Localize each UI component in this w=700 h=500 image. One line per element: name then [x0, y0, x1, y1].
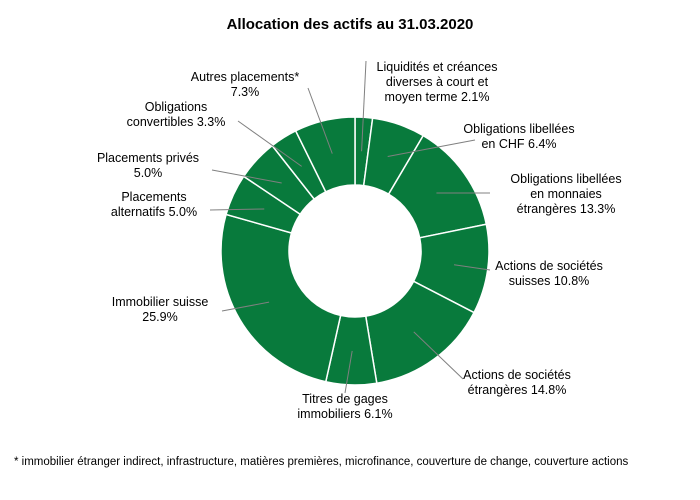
- slice-label-line: moyen terme 2.1%: [385, 90, 490, 104]
- slice-label-line: en CHF 6.4%: [481, 137, 556, 151]
- leader-line: [209, 208, 265, 211]
- slice-label: Obligations libellées en monnaies étrangèr…: [510, 172, 621, 216]
- donut-slice: [220, 213, 342, 383]
- slice-label: Immobilier suisse 25.9%: [112, 295, 209, 324]
- slice-label-line: suisses 10.8%: [509, 274, 590, 288]
- slice-label-line: Immobilier suisse: [112, 295, 209, 309]
- slice-label-line: alternatifs 5.0%: [111, 205, 197, 219]
- slice-label: Liquidités et créances diverses à court e…: [377, 60, 498, 104]
- slice-label-line: Obligations: [145, 100, 208, 114]
- slice-label: Placements privés 5.0%: [97, 151, 199, 180]
- slice-label-line: en monnaies: [530, 187, 602, 201]
- leader-lines: [209, 60, 491, 394]
- slice-label: Actions de sociétés étrangères 14.8%: [463, 368, 571, 397]
- slice-label-line: Placements privés: [97, 151, 199, 165]
- leader-line: [361, 60, 367, 152]
- slice-labels: Liquidités et créances diverses à court e…: [97, 60, 622, 421]
- slice-label: Autres placements* 7.3%: [191, 70, 300, 99]
- slice-label-line: Placements: [121, 190, 186, 204]
- chart-title: Allocation des actifs au 31.03.2020: [227, 16, 474, 33]
- chart-footnote: * immobilier étranger indirect, infrastr…: [14, 456, 628, 468]
- slice-label-line: Actions de sociétés: [463, 368, 571, 382]
- slice-label-line: diverses à court et: [386, 75, 489, 89]
- leader-line: [413, 331, 464, 380]
- leader-line: [221, 301, 270, 312]
- slice-label: Actions de sociétés suisses 10.8%: [495, 259, 603, 288]
- slice-label-line: 25.9%: [142, 310, 177, 324]
- leader-line: [344, 350, 353, 394]
- slice-label: Obligations libellées en CHF 6.4%: [463, 122, 574, 151]
- leader-line: [307, 87, 333, 154]
- slice-label-line: Obligations libellées: [463, 122, 574, 136]
- slice-label-line: Titres de gages: [302, 392, 388, 406]
- slice-label-line: étrangères 13.3%: [517, 202, 616, 216]
- donut-slice: [294, 116, 356, 193]
- leader-line: [453, 264, 491, 271]
- slice-label-line: Actions de sociétés: [495, 259, 603, 273]
- leader-line: [387, 139, 476, 157]
- leader-line: [237, 120, 302, 167]
- slice-label-line: étrangères 14.8%: [468, 383, 567, 397]
- leader-line: [211, 169, 282, 184]
- slice-label-line: convertibles 3.3%: [127, 115, 226, 129]
- slice-label-line: 5.0%: [134, 166, 163, 180]
- slice-label-line: Obligations libellées: [510, 172, 621, 186]
- slice-label-line: immobiliers 6.1%: [297, 407, 392, 421]
- donut-slices: [220, 116, 490, 386]
- slice-label: Placements alternatifs 5.0%: [111, 190, 197, 219]
- slice-label: Obligations convertibles 3.3%: [127, 100, 226, 129]
- slice-label-line: Autres placements*: [191, 70, 300, 84]
- slice-label-line: 7.3%: [231, 85, 260, 99]
- slice-label-line: Liquidités et créances: [377, 60, 498, 74]
- slice-label: Titres de gages immobiliers 6.1%: [297, 392, 392, 421]
